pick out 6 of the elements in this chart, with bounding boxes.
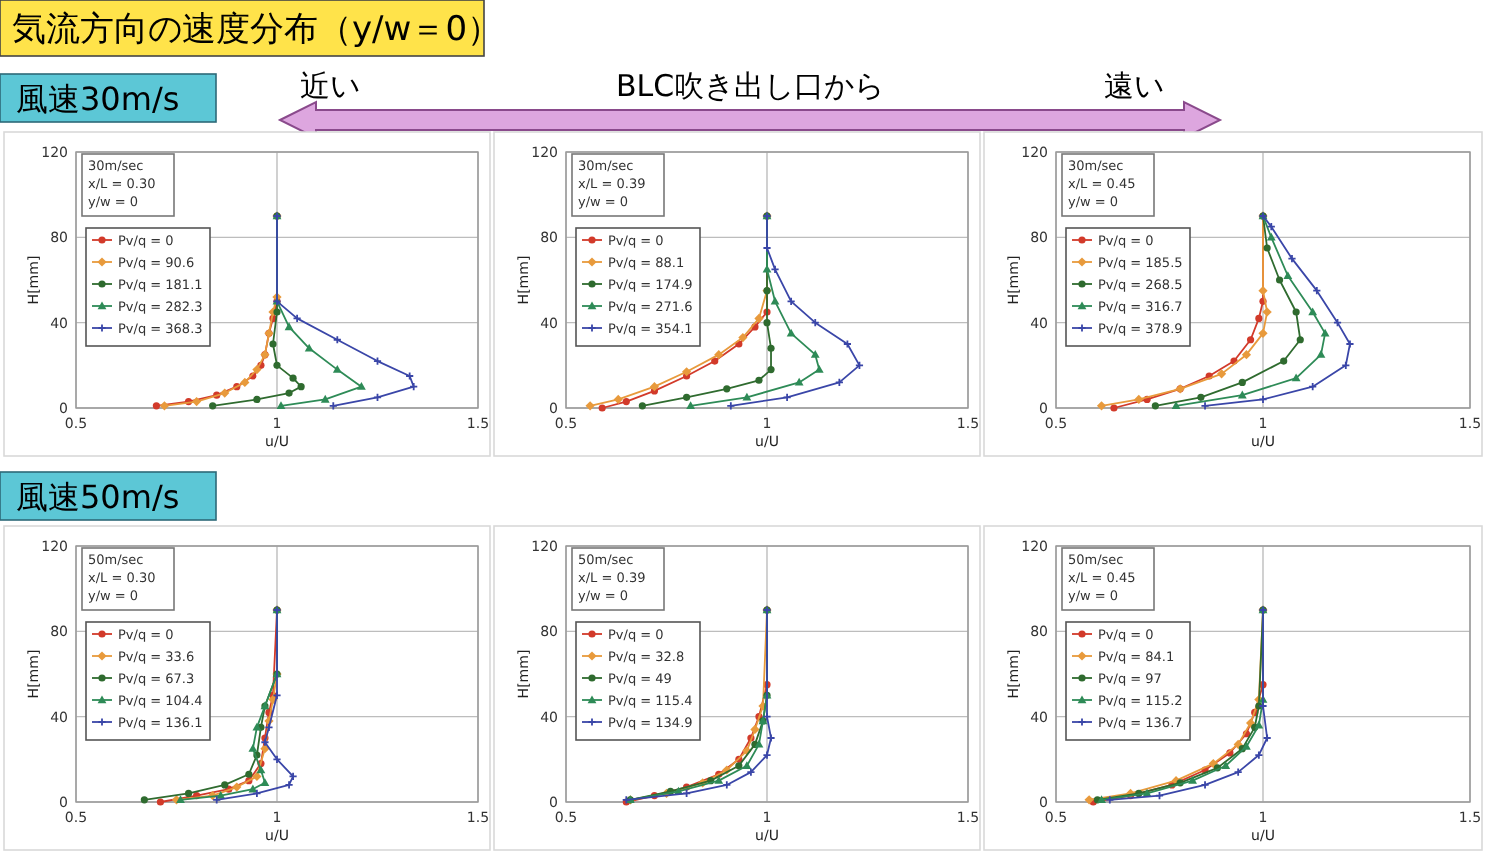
text: 遠い — [1104, 68, 1164, 104]
text: 気流方向の速度分布（y/w＝0） — [12, 10, 502, 50]
text: 風速50m/s — [16, 478, 180, 516]
text: BLC吹き出し口から — [615, 68, 885, 104]
text: 近い — [300, 68, 360, 104]
text: 風速30m/s — [16, 80, 180, 118]
